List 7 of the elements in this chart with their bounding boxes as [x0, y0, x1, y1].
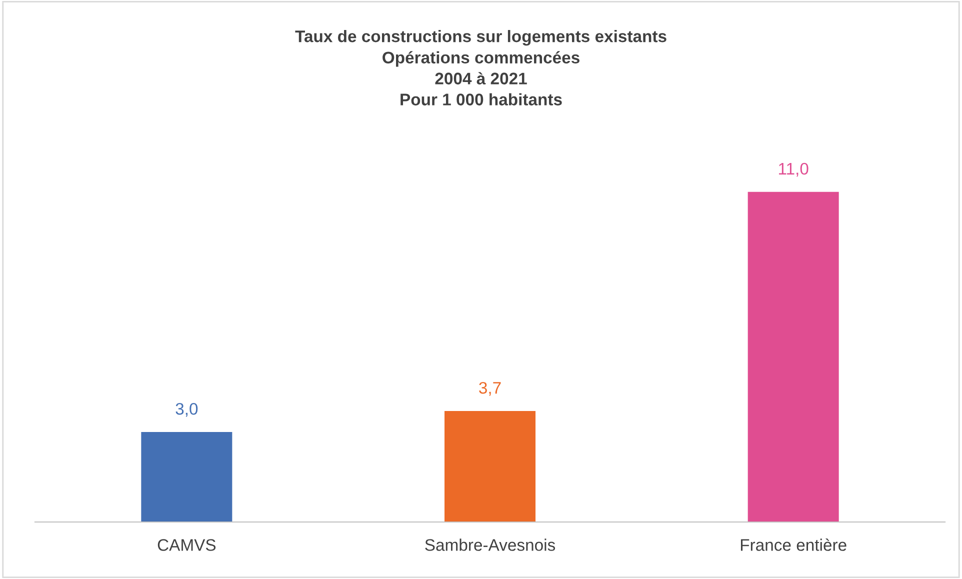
data-label: 11,0 — [779, 162, 808, 177]
x-tick-label: CAMVS — [158, 539, 216, 551]
data-label: 3,0 — [176, 402, 198, 417]
x-tick-label: Sambre-Avesnois — [425, 538, 556, 551]
x-tick-label: France entière — [740, 538, 846, 551]
data-label: 3,7 — [479, 382, 501, 396]
chart-title: Taux de constructions sur logements existants Opérations commencées 2004 à 2021 Pour 1 000 habitants — [295, 30, 666, 106]
